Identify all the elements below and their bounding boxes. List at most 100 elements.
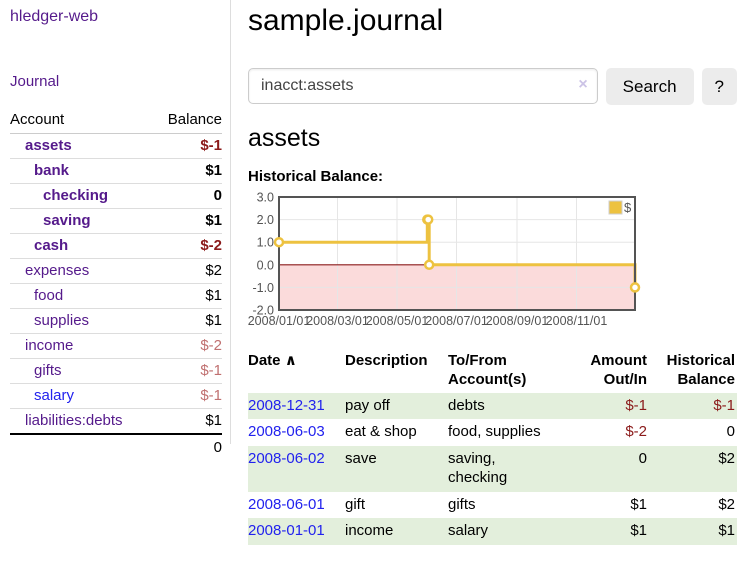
legend-label: $: [624, 200, 632, 215]
description-cell: eat & shop: [345, 423, 417, 440]
register-row: 2008-06-01 gift gifts $1 $2: [248, 492, 737, 519]
account-link[interactable]: liabilities:debts: [25, 412, 123, 429]
register-row: 2008-06-02 save saving, checking 0 $2: [248, 445, 737, 492]
clear-search-icon[interactable]: ×: [578, 76, 588, 93]
transaction-date-link[interactable]: 2008-06-03: [248, 423, 325, 440]
main-content: sample.journal × Search ? assets Histori…: [248, 0, 737, 545]
accounts-balance-table: Account Balance assets $-1 bank $1 checking 0…: [10, 107, 222, 460]
tofrom-accounts-cell: gifts: [448, 495, 476, 513]
account-row: checking 0: [10, 183, 222, 209]
account-link[interactable]: bank: [34, 162, 70, 179]
transaction-date-link[interactable]: 2008-01-01: [248, 522, 325, 539]
balance-cell: $-1: [713, 396, 735, 414]
account-link[interactable]: supplies: [34, 312, 90, 329]
account-link[interactable]: salary: [34, 387, 75, 404]
account-balance: 0: [153, 183, 222, 209]
accounts-total-row: 0: [10, 433, 222, 460]
tofrom-accounts-cell: saving, checking: [448, 449, 508, 487]
account-balance: $-1: [153, 133, 222, 159]
data-point-marker: [422, 214, 434, 225]
x-axis-label: 2008/01/01: [248, 314, 311, 328]
balance-cell: $2: [718, 449, 735, 467]
sort-asc-icon: ∧: [284, 352, 297, 369]
y-axis-label: -2.0: [252, 304, 274, 318]
historical-balance-chart: $3.0 2.0 1.0 0.0 -1.0 -2.02008/01/012008/03/0…: [248, 191, 641, 328]
description-cell: save: [345, 449, 377, 467]
accounts-header-balance: Balance: [153, 107, 222, 134]
sidebar-item-journal[interactable]: Journal: [10, 73, 60, 90]
account-row: food $1: [10, 283, 222, 309]
account-row: assets $-1: [10, 133, 222, 159]
amount-cell: $-2: [625, 423, 647, 440]
y-axis-label: 2.0: [257, 213, 274, 227]
y-axis-label: -1.0: [252, 281, 274, 295]
account-balance: $1: [153, 158, 222, 184]
column-header-tofrom: To/From Account(s): [448, 352, 527, 388]
x-axis-label: 2008/11/01: [546, 314, 608, 328]
account-balance: $1: [153, 283, 222, 309]
y-axis-label: 3.0: [257, 191, 274, 205]
account-balance: $-1: [153, 383, 222, 409]
account-balance: $1: [153, 208, 222, 234]
column-header-amount: Amount Out/In: [590, 352, 647, 388]
description-cell: gift: [345, 495, 366, 513]
y-axis-label: 0.0: [257, 258, 274, 272]
transaction-date-link[interactable]: 2008-12-31: [248, 396, 325, 414]
transaction-date-link[interactable]: 2008-06-01: [248, 495, 325, 513]
tofrom-accounts-cell: salary: [448, 522, 489, 539]
account-link[interactable]: cash: [34, 237, 69, 254]
help-button[interactable]: ?: [701, 68, 737, 105]
account-link[interactable]: expenses: [25, 262, 90, 279]
account-balance: $-2: [153, 333, 222, 359]
account-heading: assets: [248, 124, 321, 152]
amount-cell: $-1: [625, 396, 647, 414]
account-balance: $-2: [153, 233, 222, 259]
amount-cell: $1: [630, 495, 647, 513]
balance-cell: $1: [718, 522, 735, 539]
account-row: income $-2: [10, 333, 222, 359]
tofrom-accounts-cell: food, supplies: [448, 423, 541, 440]
account-balance: $-1: [153, 358, 222, 384]
account-row: saving $1: [10, 208, 222, 234]
register-table: Date ∧ Description To/From Account(s) Am…: [248, 350, 737, 545]
account-row: expenses $2: [10, 258, 222, 284]
description-cell: pay off: [345, 396, 390, 414]
description-cell: income: [345, 522, 394, 539]
account-link[interactable]: saving: [43, 212, 91, 229]
account-link[interactable]: gifts: [34, 362, 62, 379]
account-link[interactable]: food: [34, 287, 64, 304]
search-button[interactable]: Search: [605, 68, 694, 105]
account-row: gifts $-1: [10, 358, 222, 384]
legend-swatch: [608, 200, 623, 215]
search-field-wrap: ×: [248, 68, 598, 105]
account-row: bank $1: [10, 158, 222, 184]
account-balance: $1: [153, 308, 222, 334]
account-link[interactable]: checking: [43, 187, 109, 204]
search-input[interactable]: [248, 68, 598, 104]
register-row: 2008-12-31 pay off debts $-1 $-1: [248, 392, 737, 419]
transaction-date-link[interactable]: 2008-06-02: [248, 449, 325, 467]
sidebar: hledger-web Journal Account Balance asse…: [0, 0, 231, 460]
app-brand-link[interactable]: hledger-web: [10, 8, 99, 25]
register-header-row: Date ∧ Description To/From Account(s) Am…: [248, 350, 737, 393]
x-axis-label: 2008/07/01: [425, 314, 488, 328]
accounts-header-row: Account Balance: [10, 107, 222, 134]
account-link[interactable]: assets: [25, 137, 72, 154]
amount-cell: 0: [638, 449, 647, 467]
x-axis-label: 2008/03/01: [306, 314, 369, 328]
column-header-balance: Historical Balance: [666, 352, 735, 388]
column-header-description: Description: [345, 352, 428, 369]
chart-title: Historical Balance:: [248, 168, 384, 185]
register-row: 2008-01-01 income salary $1 $1: [248, 518, 737, 545]
balance-cell: 0: [726, 423, 735, 440]
tofrom-accounts-cell: debts: [448, 396, 485, 414]
account-row: liabilities:debts $1: [10, 408, 222, 435]
account-link[interactable]: income: [25, 337, 74, 354]
page-title: sample.journal: [248, 4, 444, 37]
x-axis-label: 2008/09/01: [486, 314, 549, 328]
column-header-date[interactable]: Date ∧: [248, 352, 297, 369]
plot-border: [278, 196, 636, 311]
account-balance: $2: [153, 258, 222, 284]
accounts-header-account: Account: [10, 107, 154, 134]
account-row: cash $-2: [10, 233, 222, 259]
